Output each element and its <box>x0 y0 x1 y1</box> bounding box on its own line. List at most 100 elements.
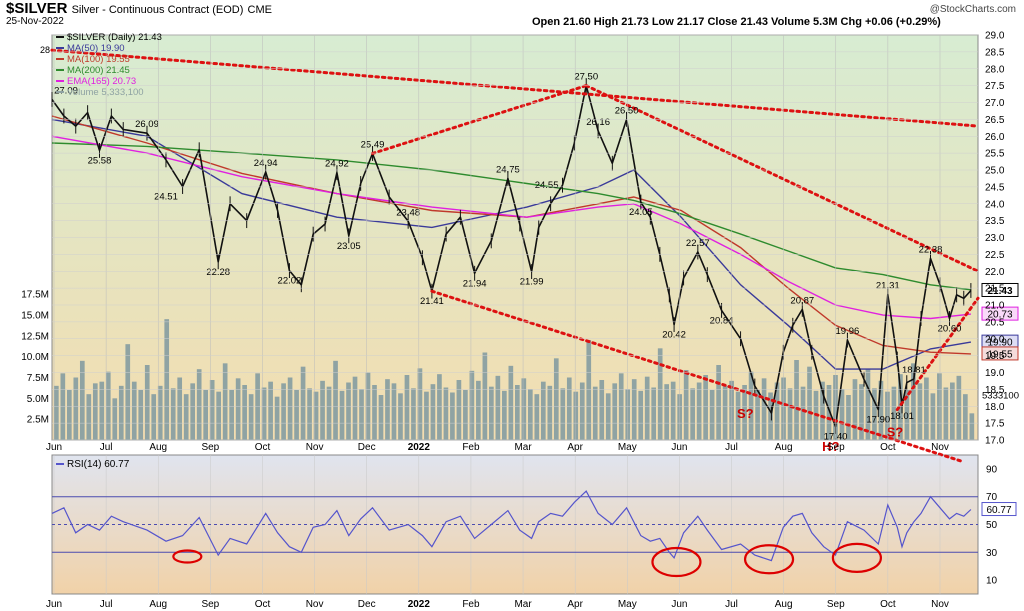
volume-bar <box>170 388 176 440</box>
volume-bar <box>255 373 260 440</box>
x-tick-label: Nov <box>306 442 324 453</box>
x-tick-label: Sep <box>827 599 845 610</box>
volume-bar <box>235 378 241 440</box>
volume-bar <box>943 387 949 440</box>
x-tick-label: Jul <box>725 599 738 610</box>
volume-bar <box>54 385 59 440</box>
stockcharts-credit: @StockCharts.com <box>929 4 1016 15</box>
price-tick-label: 18.5 <box>985 385 1005 396</box>
price-tick-label: 27.5 <box>985 81 1005 92</box>
volume-bar <box>424 391 429 440</box>
volume-bar <box>859 384 864 440</box>
volume-bar <box>411 388 416 440</box>
volume-bar <box>722 385 728 440</box>
symbol: $SILVER <box>6 0 68 17</box>
volume-bar <box>826 385 832 440</box>
volume-tick-label: 15.0M <box>21 311 49 322</box>
price-label: 24.55 <box>535 180 559 191</box>
volume-bar <box>378 395 384 440</box>
volume-bar <box>313 391 319 440</box>
x-tick-label: Feb <box>462 599 480 610</box>
volume-bar <box>138 390 144 440</box>
pattern-annotation: H? <box>822 439 839 454</box>
volume-bar <box>229 390 234 440</box>
volume-bar <box>716 365 721 440</box>
x-tick-label: Mar <box>514 442 532 453</box>
volume-bar <box>540 381 546 440</box>
x-tick-label: Sep <box>827 442 845 453</box>
volume-bar <box>352 376 358 440</box>
price-tick-label: 17.0 <box>985 436 1005 447</box>
last-value-text: 19.55 <box>987 349 1012 360</box>
x-tick-label: Aug <box>775 442 793 453</box>
price-label: 26.50 <box>615 105 639 116</box>
volume-bar <box>937 373 942 440</box>
volume-bar <box>502 390 507 440</box>
price-label: 25.58 <box>88 155 112 166</box>
volume-bar <box>320 380 325 440</box>
x-tick-label: Jun <box>46 599 62 610</box>
x-tick-label: May <box>618 442 637 453</box>
volume-bar <box>592 386 598 440</box>
volume-bar <box>618 373 624 440</box>
price-tick-label: 28.0 <box>985 64 1005 75</box>
price-label: 20.60 <box>938 324 962 335</box>
volume-bar <box>800 386 806 440</box>
volume-bar <box>651 387 657 440</box>
price-line <box>51 78 972 434</box>
volume-bar <box>579 382 585 440</box>
volume-bar <box>164 319 170 440</box>
volume-bar <box>66 390 72 440</box>
price-tick-label: 22.5 <box>985 250 1005 261</box>
volume-bar <box>196 369 202 440</box>
volume-bar <box>125 344 131 440</box>
chart-title: $SILVER Silver - Continuous Contract (EO… <box>6 0 272 17</box>
exchange: CME <box>247 4 272 16</box>
volume-bar <box>385 379 390 440</box>
price-tick-label: 26.5 <box>985 115 1005 126</box>
price-tick-label: 24.0 <box>985 199 1005 210</box>
price-tick-label: 29.0 <box>985 31 1005 42</box>
volume-bar <box>190 383 196 440</box>
x-tick-label: Sep <box>201 442 219 453</box>
price-label: 18.81 <box>902 365 926 376</box>
volume-bar <box>456 380 462 440</box>
volume-bar <box>339 390 345 440</box>
x-tick-label: Dec <box>358 599 376 610</box>
volume-bar <box>696 382 702 440</box>
last-value-text: 21.43 <box>987 286 1012 297</box>
x-tick-label: Nov <box>931 599 949 610</box>
price-label: 22.02 <box>278 276 302 287</box>
price-tick-label: 23.0 <box>985 233 1005 244</box>
volume-bar <box>878 380 884 440</box>
volume-bar <box>950 382 955 440</box>
price-label: 20.42 <box>662 330 686 341</box>
panel-backgrounds <box>51 34 979 595</box>
volume-bar <box>846 395 851 440</box>
price-tick-label: 21.5 <box>985 284 1005 295</box>
last-value-tag <box>981 306 1019 321</box>
volume-bar <box>203 390 209 440</box>
rsi-tick-label: 90 <box>986 464 998 475</box>
price-tick-label: 25.5 <box>985 149 1005 160</box>
volume-bar <box>281 383 286 440</box>
trendline <box>895 296 980 412</box>
price-label: 23.48 <box>396 207 420 218</box>
volume-bar <box>489 386 494 440</box>
volume-bar <box>891 386 897 440</box>
volume-bar <box>508 365 514 440</box>
x-tick-label: Jul <box>100 442 113 453</box>
volume-bar <box>833 375 838 440</box>
price-label: 22.57 <box>686 238 710 249</box>
volume-bar <box>599 380 605 440</box>
volume-bar <box>144 365 150 440</box>
ma-line-ma200 <box>51 142 971 291</box>
volume-bar <box>839 389 845 440</box>
volume-bar <box>969 413 975 440</box>
volume-bar <box>482 352 488 440</box>
last-value-text: 19.90 <box>987 338 1012 349</box>
volume-bar <box>326 386 332 440</box>
volume-bar <box>372 385 377 440</box>
volume-bar <box>417 368 423 440</box>
volume-bar <box>294 390 299 440</box>
